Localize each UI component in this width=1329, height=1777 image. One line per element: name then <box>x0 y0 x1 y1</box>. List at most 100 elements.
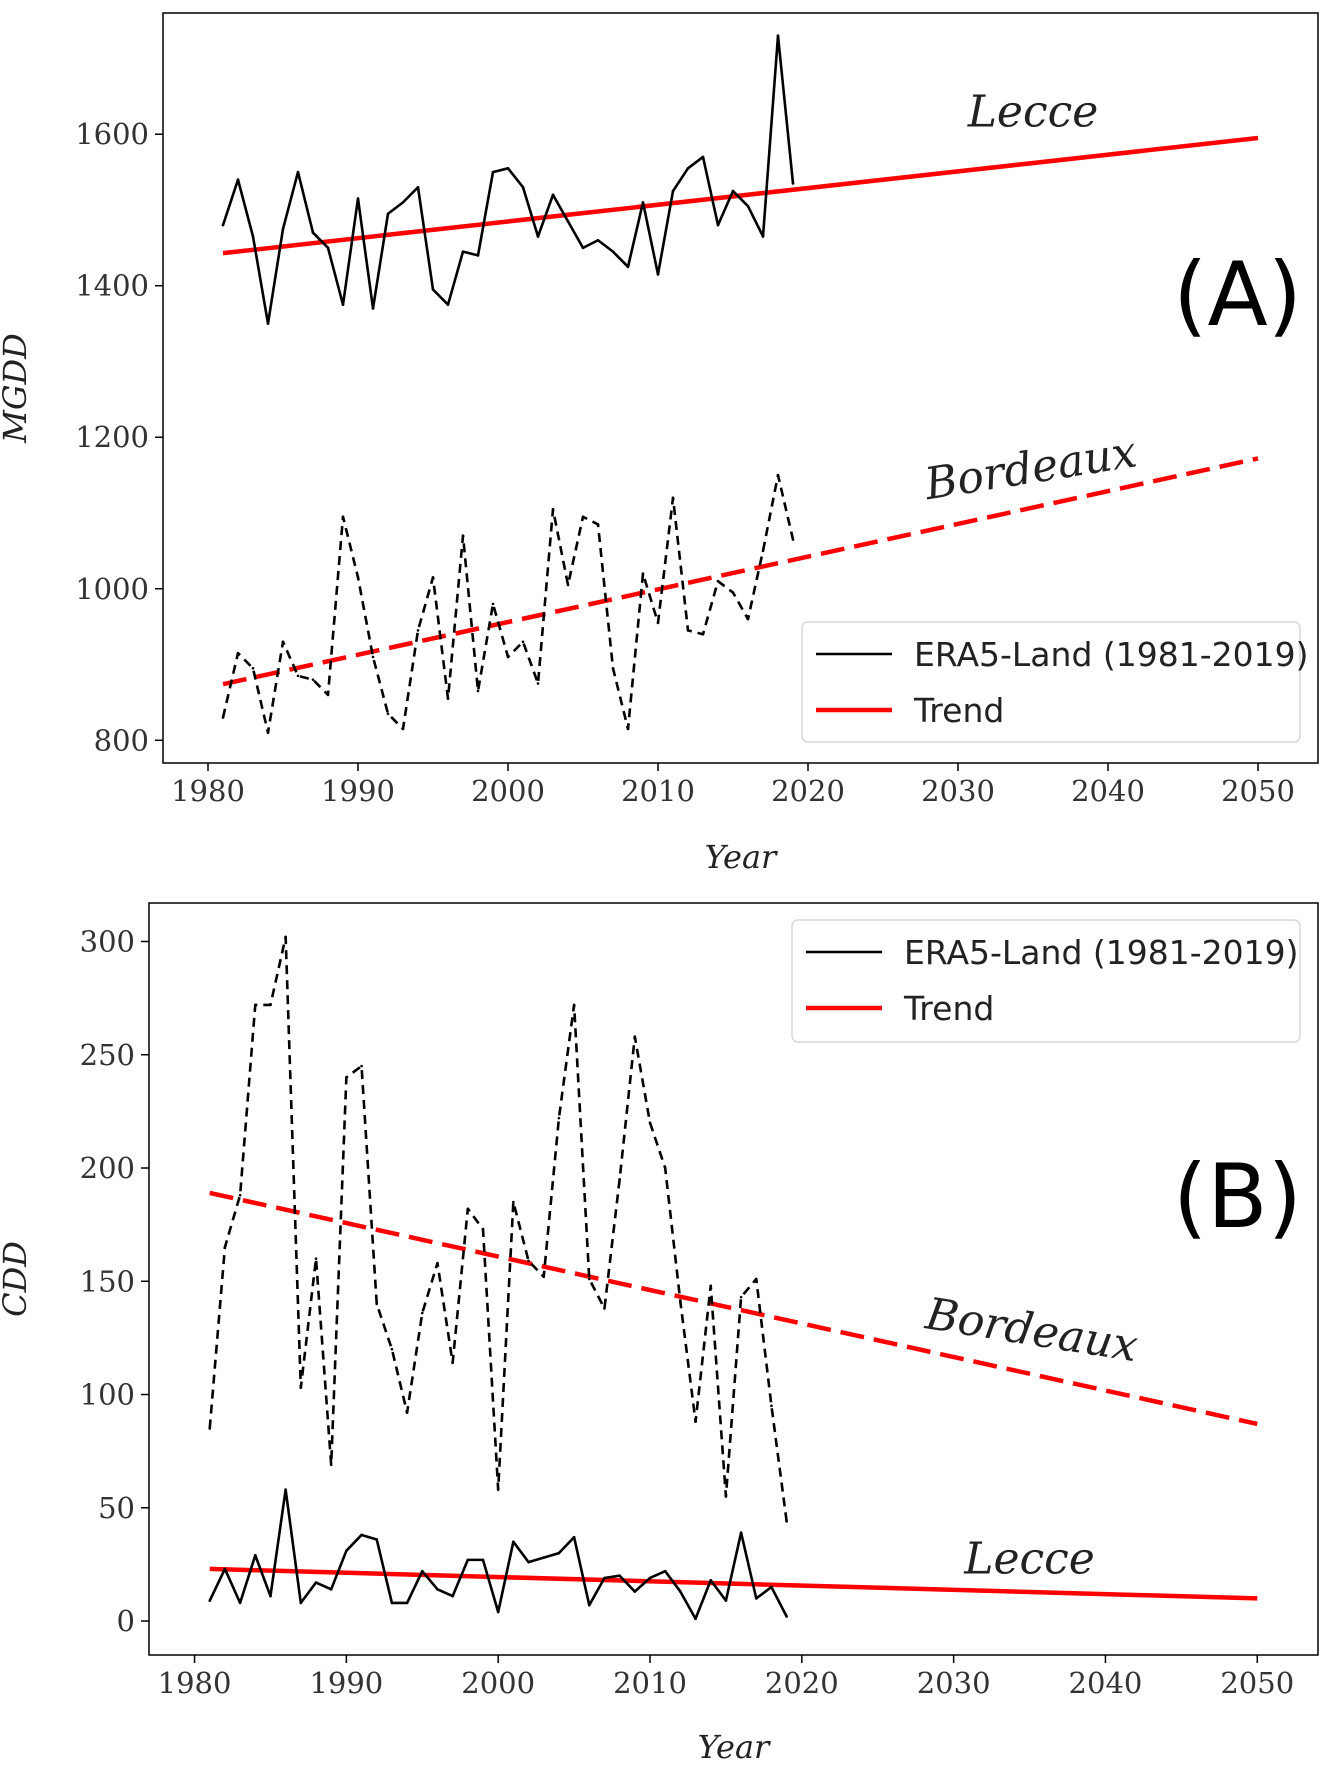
data-point-lecce <box>596 238 600 242</box>
x-tick-label: 2020 <box>765 1666 839 1700</box>
data-point-lecce <box>481 1558 485 1562</box>
data-point-lecce <box>436 1588 439 1591</box>
data-point-bordeaux <box>386 712 390 716</box>
panel-a: 1980 1990 2000 2010 2020 2030 2040 2050 800 1000 1… <box>0 12 1319 876</box>
data-point-lecce <box>266 322 270 325</box>
x-tick-label: 2000 <box>461 1666 535 1700</box>
data-point-bordeaux <box>476 689 480 693</box>
data-point-bordeaux <box>416 629 420 632</box>
trend-line-lecce-trend <box>222 135 1259 256</box>
y-tick-label: 1400 <box>75 269 149 303</box>
data-point-bordeaux <box>208 1427 212 1430</box>
data-point-bordeaux <box>266 731 270 734</box>
data-point-lecce <box>491 170 495 174</box>
data-point-bordeaux <box>557 1116 561 1120</box>
data-point-bordeaux <box>436 1261 439 1265</box>
data-point-bordeaux <box>311 678 315 681</box>
data-point-bordeaux <box>371 655 375 659</box>
x-tick-label: 2050 <box>1221 774 1295 808</box>
data-point-bordeaux <box>251 667 255 670</box>
data-point-lecce <box>236 178 240 181</box>
data-point-bordeaux <box>709 1284 713 1288</box>
data-point-bordeaux <box>405 1411 409 1414</box>
data-point-lecce <box>360 1533 363 1537</box>
data-point-lecce <box>587 1603 591 1607</box>
y-tick-label: 300 <box>80 925 135 959</box>
data-point-lecce <box>238 1601 242 1605</box>
data-point-lecce <box>296 170 300 174</box>
data-point-lecce <box>431 288 435 291</box>
data-point-lecce <box>572 1535 576 1539</box>
panel-label: (A) <box>1173 243 1302 346</box>
series-line-bordeaux <box>208 935 788 1522</box>
data-point-lecce <box>679 1590 682 1593</box>
data-point-bordeaux <box>446 697 450 700</box>
legend-label: ERA5-Land (1981-2019) <box>914 635 1309 674</box>
x-axis-label: Year <box>705 838 778 876</box>
trend-line-bordeaux-trend <box>222 456 1259 687</box>
data-point-bordeaux <box>496 1488 500 1491</box>
data-point-lecce <box>420 1569 424 1573</box>
site-label-bordeaux: Bordeaux <box>921 1288 1141 1372</box>
data-point-lecce <box>536 235 540 238</box>
y-tick-label: 100 <box>80 1378 135 1412</box>
data-point-lecce <box>739 1531 743 1534</box>
data-point-bordeaux <box>221 716 225 719</box>
data-point-bordeaux <box>566 583 570 587</box>
site-label-lecce: Lecce <box>963 1533 1095 1584</box>
data-point-bordeaux <box>641 572 645 575</box>
data-point-lecce <box>281 227 285 231</box>
data-point-bordeaux <box>791 538 795 541</box>
data-point-bordeaux <box>461 534 465 538</box>
data-point-bordeaux <box>284 935 287 939</box>
data-point-lecce <box>791 182 795 185</box>
data-point-bordeaux <box>671 496 675 500</box>
data-point-lecce <box>566 220 570 223</box>
data-point-lecce <box>496 1610 500 1614</box>
data-point-lecce <box>641 201 645 204</box>
data-point-bordeaux <box>360 1064 363 1068</box>
data-point-lecce <box>416 185 420 189</box>
plot-frame <box>148 902 1319 1656</box>
data-point-lecce <box>512 1540 515 1544</box>
data-point-bordeaux <box>481 1227 485 1231</box>
data-point-lecce <box>656 273 660 276</box>
data-point-lecce <box>663 1569 667 1573</box>
data-point-bordeaux <box>746 617 750 621</box>
y-tick-label: 50 <box>98 1491 135 1525</box>
panel-label: (B) <box>1173 1145 1302 1248</box>
data-point-lecce <box>345 1549 348 1553</box>
data-point-bordeaux <box>656 621 660 625</box>
data-point-bordeaux <box>341 515 345 519</box>
series-line-lecce <box>208 1488 788 1621</box>
data-point-bordeaux <box>648 1121 652 1125</box>
data-point-bordeaux <box>603 1307 606 1310</box>
data-point-bordeaux <box>269 1003 272 1007</box>
y-tick-label: 1000 <box>75 572 149 606</box>
x-tick-label: 1980 <box>171 774 245 808</box>
data-point-bordeaux <box>739 1295 743 1299</box>
data-point-lecce <box>716 223 720 227</box>
data-point-bordeaux <box>420 1311 424 1315</box>
data-point-lecce <box>701 155 705 159</box>
data-point-bordeaux <box>587 1277 591 1281</box>
data-point-lecce <box>401 201 405 204</box>
data-point-lecce <box>506 167 510 170</box>
data-point-bordeaux <box>686 629 690 632</box>
data-point-lecce <box>446 303 450 306</box>
legend: ERA5-Land (1981-2019) Trend <box>801 621 1309 743</box>
data-point-lecce <box>770 1585 773 1589</box>
x-tick-label: 2010 <box>613 1666 687 1700</box>
data-point-bordeaux <box>626 727 630 731</box>
trend-line-bordeaux-trend <box>209 1190 1258 1427</box>
data-point-lecce <box>223 1567 227 1571</box>
data-point-bordeaux <box>542 1275 546 1279</box>
data-point-lecce <box>709 1578 713 1582</box>
x-axis-label: Year <box>698 1728 771 1766</box>
x-tick-label: 2040 <box>1069 1666 1143 1700</box>
x-tick-label: 2050 <box>1220 1666 1294 1700</box>
data-point-lecce <box>671 189 675 193</box>
data-point-bordeaux <box>345 1076 348 1079</box>
x-tick-label: 2030 <box>921 774 995 808</box>
